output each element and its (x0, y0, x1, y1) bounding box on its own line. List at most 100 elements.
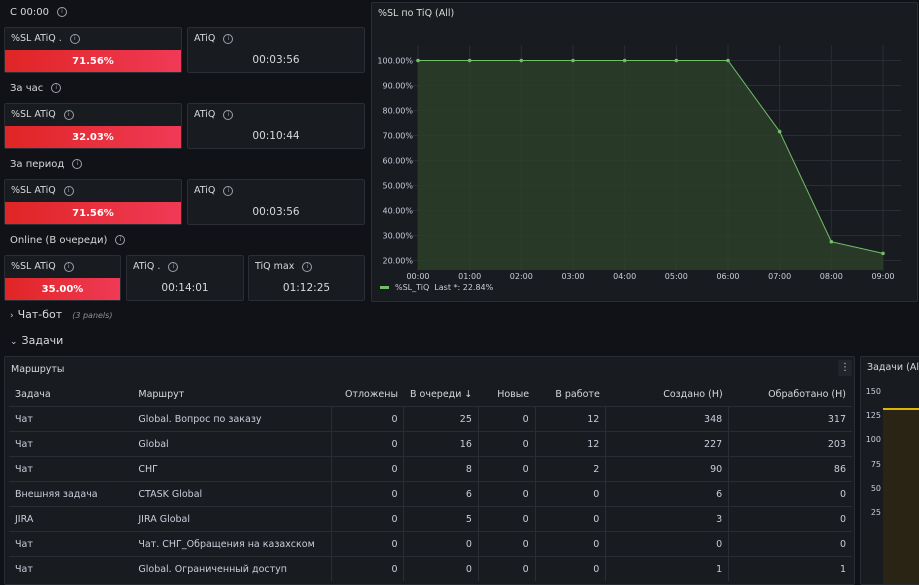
table-cell: 0 (331, 456, 405, 482)
table-cell: 12 (535, 406, 607, 432)
info-icon[interactable]: i (51, 83, 62, 93)
column-header[interactable]: В работе (555, 388, 600, 400)
table-cell: 0 (331, 531, 405, 557)
column-header[interactable]: Создано (Н) (663, 388, 723, 400)
table-cell: 25 (403, 406, 479, 432)
panel-title: %SL ATiQ (11, 185, 56, 196)
y-tick-label: 70.00% (382, 132, 413, 141)
tasks-series-area (883, 408, 919, 584)
stat-panel-atiq[interactable]: ATiQ i 00:03:56 (187, 27, 365, 73)
graph-legend[interactable]: %SL_TiQ Last *: 22.84% (380, 283, 493, 292)
data-point[interactable] (726, 58, 730, 63)
section-title: Online (В очереди) (10, 235, 108, 246)
y-tick-label: 150 (865, 387, 881, 396)
column-header[interactable]: В очереди ↓ (409, 388, 473, 400)
table-row[interactable]: JIRA JIRA Global 0 5 0 0 3 0 (9, 506, 852, 532)
data-point[interactable] (416, 58, 420, 63)
row-title: Чат-бот (17, 308, 63, 321)
info-icon[interactable]: i (63, 261, 74, 272)
table-row[interactable]: Чат Global 0 16 0 12 227 203 (9, 431, 852, 457)
column-header[interactable]: Маршрут (138, 388, 185, 400)
table-row[interactable]: Чат Чат. СНГ_Обращения на казахском 0 0 0 0 0 0 (9, 531, 852, 557)
info-icon[interactable]: i (223, 109, 234, 120)
panel-menu-icon[interactable]: ⋮ (838, 360, 852, 376)
table-cell: 0 (478, 456, 536, 482)
row-chatbot[interactable]: › Чат-бот (3 panels) (10, 308, 112, 321)
table-row[interactable]: Внешняя задача CTASK Global 0 6 0 0 6 0 (9, 481, 852, 507)
table-row[interactable]: Чат Global. Ограниченный доступ 0 0 0 0 1 1 (9, 556, 852, 581)
table-cell: Чат (9, 456, 133, 482)
x-tick-label: 01:00 (458, 272, 481, 281)
table-cell: 317 (728, 406, 852, 432)
table-cell: 0 (478, 481, 536, 507)
column-header[interactable]: Новые (497, 388, 530, 400)
table-cell: 2 (535, 456, 607, 482)
table-cell: JIRA Global (132, 506, 332, 532)
stat-panel-atiq[interactable]: ATiQ i 00:10:44 (187, 103, 365, 149)
row-tasks[interactable]: ⌄ Задачи (10, 334, 63, 347)
panel-title: ATiQ (194, 109, 216, 120)
column-header[interactable]: Задача (15, 388, 51, 400)
stat-value: 35.00% (5, 278, 120, 300)
stat-panel-sl-atiq[interactable]: %SL ATiQ i 32.03% (4, 103, 182, 149)
table-row[interactable]: Чат СНГ 0 8 0 2 90 86 (9, 456, 852, 482)
stat-panel-sl-atiq[interactable]: %SL ATiQ . i 71.56% (4, 27, 182, 73)
stat-panel-atiq[interactable]: ATiQ i 00:03:56 (187, 179, 365, 225)
stat-value: 00:03:56 (252, 54, 300, 66)
info-icon[interactable]: i (302, 261, 313, 272)
data-point[interactable] (829, 239, 834, 244)
info-icon[interactable]: i (69, 33, 80, 44)
column-header[interactable]: Отложены (344, 388, 398, 400)
column-header[interactable]: Обработано (Н) (768, 388, 846, 400)
info-icon[interactable]: i (63, 109, 74, 120)
tasks-y-axis: 150 125 100 75 50 25 (861, 357, 919, 584)
tasks-series-line (883, 408, 919, 410)
stat-panel-sl-atiq-online[interactable]: %SL ATiQ i 35.00% (4, 255, 121, 301)
stat-value: 00:03:56 (252, 206, 300, 218)
data-point[interactable] (777, 129, 782, 134)
stat-value: 71.56% (5, 202, 181, 224)
table-cell: 0 (403, 531, 479, 557)
table-row[interactable]: Чат Global. Вопрос по заказу 0 25 0 12 348 317 (9, 406, 852, 432)
info-icon[interactable]: i (223, 185, 234, 196)
routes-table-panel[interactable]: Маршруты ⋮ Задача Маршрут Отложены В очеред… (4, 356, 855, 585)
panel-title: %SL по TiQ (All) (378, 8, 455, 19)
legend-last-value: Last *: 22.84% (434, 283, 494, 292)
info-icon[interactable]: i (115, 235, 126, 245)
table-cell: 0 (478, 556, 536, 581)
data-point[interactable] (571, 58, 575, 63)
info-icon[interactable]: i (56, 7, 67, 17)
stat-panel-atiq-online[interactable]: ATiQ . i 00:14:01 (126, 255, 244, 301)
x-tick-label: 08:00 (820, 272, 843, 281)
stat-panel-tiq-max[interactable]: TiQ max i 01:12:25 (248, 255, 365, 301)
stat-panel-sl-atiq[interactable]: %SL ATiQ i 71.56% (4, 179, 182, 225)
table-cell: 0 (535, 481, 607, 507)
data-point[interactable] (467, 58, 472, 63)
table-cell: 0 (478, 406, 536, 432)
x-tick-label: 09:00 (871, 272, 894, 281)
data-point[interactable] (519, 58, 524, 63)
stat-value: 71.56% (5, 50, 181, 72)
legend-series-name[interactable]: %SL_TiQ (395, 283, 430, 292)
table-cell: 1 (605, 556, 730, 581)
row-title: Задачи (21, 334, 64, 347)
info-icon[interactable]: i (168, 261, 179, 272)
info-icon[interactable]: i (72, 159, 83, 169)
data-point[interactable] (674, 58, 679, 63)
graph-panel-sl-tiq[interactable]: %SL по TiQ (All) 100.00% 90.00% 80.00% 70.0… (371, 2, 918, 302)
y-tick-label: 50.00% (382, 182, 413, 191)
info-icon[interactable]: i (63, 185, 74, 196)
stat-value: 00:10:44 (252, 130, 300, 142)
table-cell: JIRA (9, 506, 133, 532)
panel-title: ATiQ (194, 185, 216, 196)
chevron-down-icon: ⌄ (10, 337, 18, 347)
info-icon[interactable]: i (223, 33, 234, 44)
table-cell: 0 (403, 556, 479, 581)
tasks-graph-panel[interactable]: Задачи (All 150 125 100 75 50 25 (860, 356, 919, 585)
table-cell: 86 (728, 456, 852, 482)
data-point[interactable] (881, 251, 885, 256)
data-point[interactable] (622, 58, 627, 63)
chevron-right-icon: › (10, 311, 14, 321)
sl-tiq-chart: 100.00% 90.00% 80.00% 70.00% 60.00% 50.00% 40.… (377, 45, 901, 281)
y-tick-label: 90.00% (382, 82, 413, 91)
